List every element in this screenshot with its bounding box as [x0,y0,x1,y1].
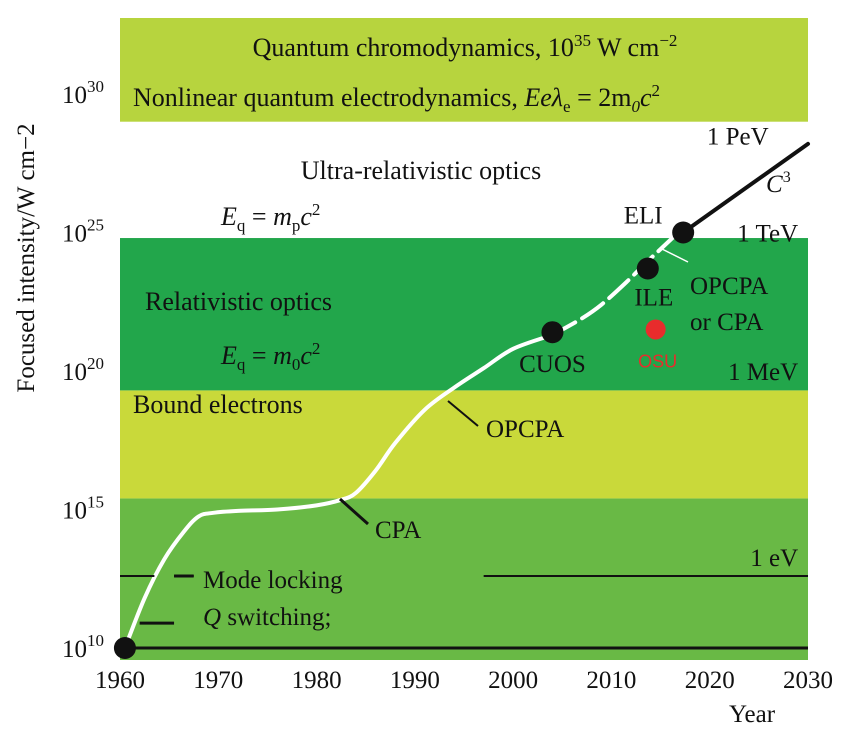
energy-label-extra-0: 1 MeV [728,359,798,386]
point-label-osu: OSU [638,351,677,371]
x-tick-labels: 1960 1970 1980 1990 2000 2010 2020 2030 [95,667,833,694]
x-tick-2030: 2030 [783,667,833,694]
qcd-label: Quantum chromodynamics, 1035 W cm−2 [253,31,678,62]
mode-locking-label: Mode locking [203,567,343,594]
opcpa-or-cpa-label-2: or CPA [690,309,763,336]
point-label-cuos: CUOS [519,351,586,378]
bound-electrons-band [120,390,808,499]
eq-proton-label: Eq = mpc2 [220,200,320,235]
point-label-eli: ELI [624,203,663,230]
future-trend-line [681,141,810,235]
x-axis-title: Year [729,701,776,728]
x-tick-2020: 2020 [685,667,735,694]
x-tick-2000: 2000 [488,667,538,694]
c3-label: C3 [766,169,791,198]
annotation-leaders [120,247,689,578]
y-tick-10: 1010 [62,631,104,663]
y-axis-title: Focused intensity/W cm−2 [13,123,40,392]
energy-labels: 1 eV 1 MeV 1 TeV 1 PeV [707,124,798,572]
nqed-label: Nonlinear quantum electrodynamics, Eeλe … [133,81,660,116]
ultra-relativistic-label: Ultra-relativistic optics [301,156,541,185]
intensity-curve-solid [122,332,555,650]
opcpa-or-cpa-leader [659,247,689,263]
facility-labels: CUOS ILE ELI OSU [519,203,677,379]
y-tick-labels: 1010 1015 1020 1025 1030 [62,77,104,663]
y-tick-25: 1025 [62,216,104,248]
point-start [113,637,136,659]
energy-label-extra-1: 1 TeV [737,221,798,248]
point-cuos [541,321,564,344]
opcpa-label: OPCPA [486,416,564,443]
cpa-label: CPA [375,517,421,544]
x-tick-1990: 1990 [390,667,440,694]
point-eli [672,221,695,244]
q-switching-label: Q switching; [203,604,331,631]
energy-label-0: 1 eV [750,545,798,572]
opcpa-or-cpa-label-1: OPCPA [690,273,768,300]
cpa-leader [339,497,369,526]
y-tick-20: 1020 [62,354,104,386]
relativistic-band [120,238,808,391]
opcpa-leader [447,400,479,427]
energy-label-extra-2: 1 PeV [707,124,769,151]
y-tick-30: 1030 [62,77,104,109]
x-tick-1970: 1970 [193,667,243,694]
facility-points [113,221,695,659]
relativistic-optics-label: Relativistic optics [145,287,332,316]
bound-electrons-label: Bound electrons [133,390,303,419]
low-optics-band [120,498,808,660]
x-tick-1980: 1980 [292,667,342,694]
background-bands [120,18,808,660]
eq-electron-label: Eq = m0c2 [220,339,320,374]
point-osu [645,319,666,340]
y-tick-15: 1015 [62,493,104,525]
x-tick-1960: 1960 [95,667,145,694]
x-tick-2010: 2010 [586,667,636,694]
qcd-band [120,18,808,122]
point-label-ile: ILE [634,285,673,312]
point-ile [636,257,659,280]
